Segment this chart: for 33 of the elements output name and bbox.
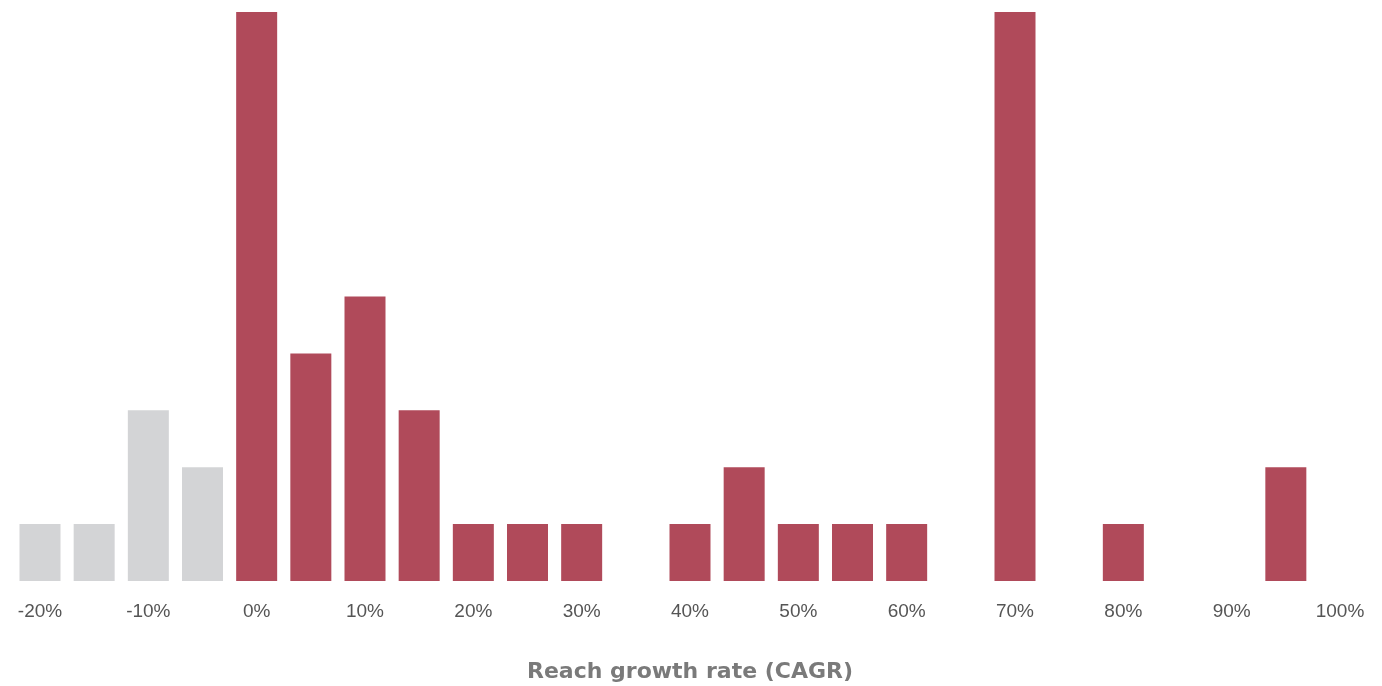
x-tick-label: 0% [242, 600, 271, 621]
x-tick-label: 20% [454, 600, 493, 621]
bar [127, 410, 169, 581]
x-tick-label: 100% [1315, 600, 1365, 621]
bar [507, 524, 548, 581]
bar [344, 296, 386, 581]
x-tick-label: 10% [345, 600, 385, 621]
x-tick-label: -20% [17, 600, 63, 621]
bar [290, 353, 332, 581]
x-tick-label: -10% [126, 600, 171, 621]
bar [452, 524, 494, 581]
bar [236, 12, 278, 581]
x-tick-label: 30% [562, 600, 601, 621]
bar [73, 524, 115, 581]
bar [994, 12, 1036, 581]
bar [1265, 467, 1307, 581]
bar [669, 524, 711, 581]
x-tick-label: 70% [995, 600, 1035, 621]
bar [1102, 524, 1144, 581]
x-tick-label: 80% [1104, 600, 1143, 621]
bar [886, 524, 928, 581]
bar [723, 467, 765, 581]
bar [398, 410, 440, 581]
bar [561, 524, 603, 581]
bar [832, 524, 873, 581]
x-tick-label: 50% [779, 600, 818, 621]
bar [182, 467, 223, 581]
bar [19, 524, 61, 581]
x-tick-label: 60% [887, 600, 926, 621]
x-axis-title: Reach growth rate (CAGR) [526, 657, 854, 683]
bar [777, 524, 819, 581]
x-tick-label: 90% [1212, 600, 1251, 621]
x-tick-label: 40% [670, 600, 710, 621]
